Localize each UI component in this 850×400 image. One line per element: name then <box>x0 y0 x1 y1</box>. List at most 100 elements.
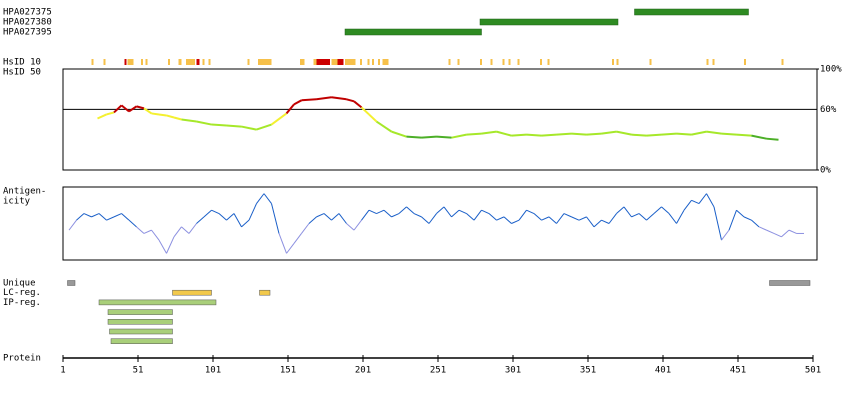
antigenicity-line <box>83 213 92 218</box>
antigenicity-line <box>781 229 790 238</box>
hsid10-mark <box>337 59 344 65</box>
hsid10-mark <box>502 59 505 65</box>
antigenicity-line <box>766 229 775 234</box>
antigenicity-line <box>413 213 422 218</box>
antigenicity-line <box>758 226 767 231</box>
antigenicity-line <box>226 213 235 221</box>
similarity-line <box>526 133 542 137</box>
hsid10-mark <box>612 59 614 65</box>
antigenicity-line <box>436 206 445 214</box>
plot-frame <box>62 186 818 261</box>
antigenicity-line <box>526 209 535 215</box>
x-tick-label: 151 <box>280 366 296 376</box>
antigenicity-line <box>143 229 152 234</box>
similarity-line <box>661 132 677 136</box>
antigenicity-line <box>233 213 242 228</box>
antigenicity-line <box>698 193 707 204</box>
antigenicity-line <box>616 206 625 214</box>
antigenicity-line <box>646 213 655 221</box>
antigenicity-line <box>451 209 460 218</box>
antibody-bar <box>634 8 749 16</box>
similarity-line <box>270 112 288 126</box>
hsid10-mark <box>781 59 784 65</box>
similarity-line <box>196 120 212 126</box>
antigenicity-line <box>106 216 115 221</box>
antigenicity-line <box>586 216 595 228</box>
y-tick-label: 0% <box>820 166 831 176</box>
antigenicity-line <box>691 199 700 205</box>
hsid10-mark <box>706 59 709 65</box>
antibody-label: HPA027380 <box>3 18 52 28</box>
similarity-line <box>496 130 512 137</box>
similarity-line <box>586 132 602 136</box>
antigenicity-line <box>398 206 407 214</box>
antigenicity-line <box>331 213 340 221</box>
antigenicity-line <box>203 209 212 218</box>
antigenicity-line <box>571 216 580 221</box>
antigenicity-line <box>361 209 370 221</box>
hsid10-mark <box>649 59 652 65</box>
antigenicity-line <box>743 216 752 221</box>
antigenicity-line <box>158 239 167 254</box>
antigenicity-line <box>631 213 640 218</box>
similarity-line <box>293 99 302 106</box>
feature-bar <box>107 309 173 315</box>
antigenicity-line <box>638 213 647 221</box>
similarity-line <box>143 107 153 115</box>
similarity-line <box>766 137 779 141</box>
similarity-line <box>360 106 370 116</box>
similarity-line <box>676 132 692 136</box>
hsid10-mark <box>247 59 250 65</box>
antigenicity-line <box>488 213 497 221</box>
hsid10-mark <box>186 59 195 65</box>
hsid10-mark <box>313 59 317 65</box>
similarity-line <box>541 133 557 137</box>
plot-frame <box>62 68 818 171</box>
similarity-line <box>97 113 107 120</box>
hsid10-mark <box>196 59 200 65</box>
antigenicity-line <box>173 226 182 238</box>
hsid10-mark <box>316 59 330 65</box>
antigenicity-line <box>518 209 527 221</box>
similarity-line <box>616 130 632 136</box>
antigenicity-line <box>376 209 385 215</box>
antigenicity-line <box>496 216 505 221</box>
similarity-line <box>556 132 572 136</box>
similarity-line <box>511 133 527 137</box>
antigenicity-line <box>293 233 302 244</box>
hsid10-mark <box>517 59 520 65</box>
antigenicity-line <box>368 209 377 215</box>
similarity-line <box>173 116 182 121</box>
antigenicity-line <box>256 193 265 204</box>
antigenicity-line <box>391 213 400 218</box>
x-tick-label: 501 <box>805 366 821 376</box>
antigenicity-line <box>683 199 692 211</box>
feature-label: LC-reg. <box>3 288 41 298</box>
feature-bar <box>769 280 811 286</box>
antigenicity-line <box>211 209 220 215</box>
antigenicity-line <box>661 206 670 214</box>
similarity-line <box>181 118 197 123</box>
similarity-line <box>368 113 378 123</box>
y-tick-label: 60% <box>820 105 837 115</box>
hsid10-mark <box>744 59 746 65</box>
antigenicity-line <box>593 219 602 228</box>
similarity-line <box>571 132 587 136</box>
x-tick-label: 1 <box>60 366 65 376</box>
hsid10-mark <box>208 59 211 65</box>
antigenicity-line <box>346 223 355 231</box>
antigenicity-line <box>128 219 137 228</box>
hsid10-mark <box>91 59 94 65</box>
antigenicity-line <box>98 213 107 221</box>
antigenicity-line <box>773 232 782 238</box>
axis-label: Protein <box>3 354 41 364</box>
similarity-line <box>151 112 160 116</box>
x-tick-label: 201 <box>355 366 371 376</box>
antibody-bar <box>344 28 482 36</box>
hsid10-mark <box>360 59 362 65</box>
hsid10-mark <box>103 59 106 65</box>
antigenicity-line <box>443 206 452 218</box>
antigenicity-line <box>181 226 190 234</box>
antigenicity-line <box>503 216 512 224</box>
